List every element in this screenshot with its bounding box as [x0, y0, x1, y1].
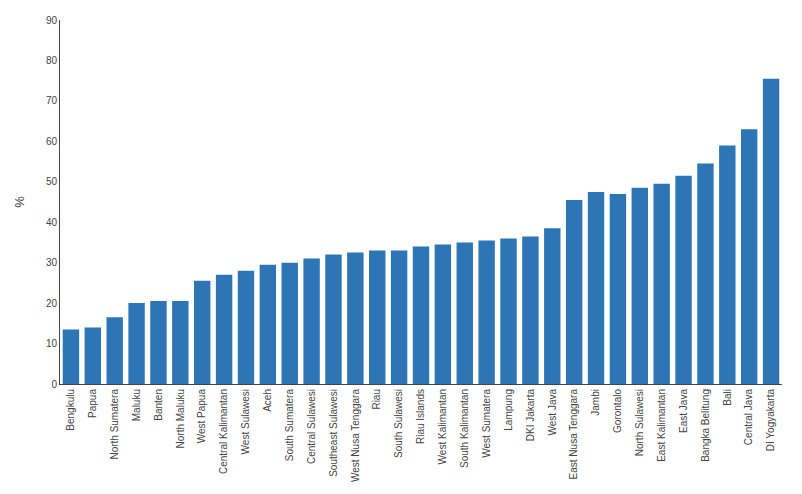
svg-text:West Nusa Tenggara: West Nusa Tenggara — [350, 389, 361, 482]
svg-text:Lampung: Lampung — [503, 389, 514, 431]
svg-text:10: 10 — [46, 338, 58, 349]
svg-text:20: 20 — [46, 298, 58, 309]
svg-text:Maluku: Maluku — [131, 389, 142, 421]
svg-text:Banten: Banten — [153, 389, 164, 421]
svg-text:East Java: East Java — [678, 389, 689, 433]
svg-text:DI Yogyakarta: DI Yogyakarta — [765, 389, 776, 452]
svg-text:North Maluku: North Maluku — [175, 389, 186, 448]
svg-text:50: 50 — [46, 176, 58, 187]
svg-text:East Nusa Tenggara: East Nusa Tenggara — [568, 389, 579, 480]
svg-text:Central Sulawesi: Central Sulawesi — [306, 389, 317, 464]
svg-text:60: 60 — [46, 136, 58, 147]
svg-text:Southeast Sulawesi: Southeast Sulawesi — [328, 389, 339, 477]
svg-text:0: 0 — [51, 379, 57, 390]
svg-text:Aceh: Aceh — [262, 389, 273, 412]
svg-text:Jambi: Jambi — [590, 389, 601, 416]
svg-text:Central Kalimantan: Central Kalimantan — [218, 389, 229, 474]
svg-text:Riau: Riau — [371, 389, 382, 410]
svg-text:80: 80 — [46, 55, 58, 66]
svg-text:West Papua: West Papua — [196, 389, 207, 444]
svg-text:Bengkulu: Bengkulu — [65, 389, 76, 431]
svg-text:70: 70 — [46, 95, 58, 106]
svg-text:30: 30 — [46, 257, 58, 268]
svg-text:Gorontalo: Gorontalo — [612, 389, 623, 433]
svg-text:West Sumatera: West Sumatera — [481, 389, 492, 458]
svg-text:East Kalimantan: East Kalimantan — [656, 389, 667, 462]
svg-text:40: 40 — [46, 217, 58, 228]
svg-text:Riau Islands: Riau Islands — [415, 389, 426, 444]
svg-text:%: % — [12, 196, 27, 208]
svg-text:West Kalimantan: West Kalimantan — [437, 389, 448, 464]
svg-text:DKI Jakarta: DKI Jakarta — [525, 389, 536, 442]
svg-text:South Sulawesi: South Sulawesi — [393, 389, 404, 458]
svg-text:South Sumatera: South Sumatera — [284, 389, 295, 462]
svg-text:Bangka Belitung: Bangka Belitung — [700, 389, 711, 462]
svg-text:90: 90 — [46, 15, 58, 26]
svg-text:Papua: Papua — [87, 389, 98, 418]
svg-text:Bali: Bali — [722, 389, 733, 406]
svg-text:South Kalimantan: South Kalimantan — [459, 389, 470, 468]
svg-text:North Sulawesi: North Sulawesi — [634, 389, 645, 456]
svg-text:West Java: West Java — [547, 389, 558, 436]
svg-text:North Sumatera: North Sumatera — [109, 389, 120, 460]
svg-text:West Sulawesi: West Sulawesi — [240, 389, 251, 454]
svg-text:Central Java: Central Java — [743, 389, 754, 446]
